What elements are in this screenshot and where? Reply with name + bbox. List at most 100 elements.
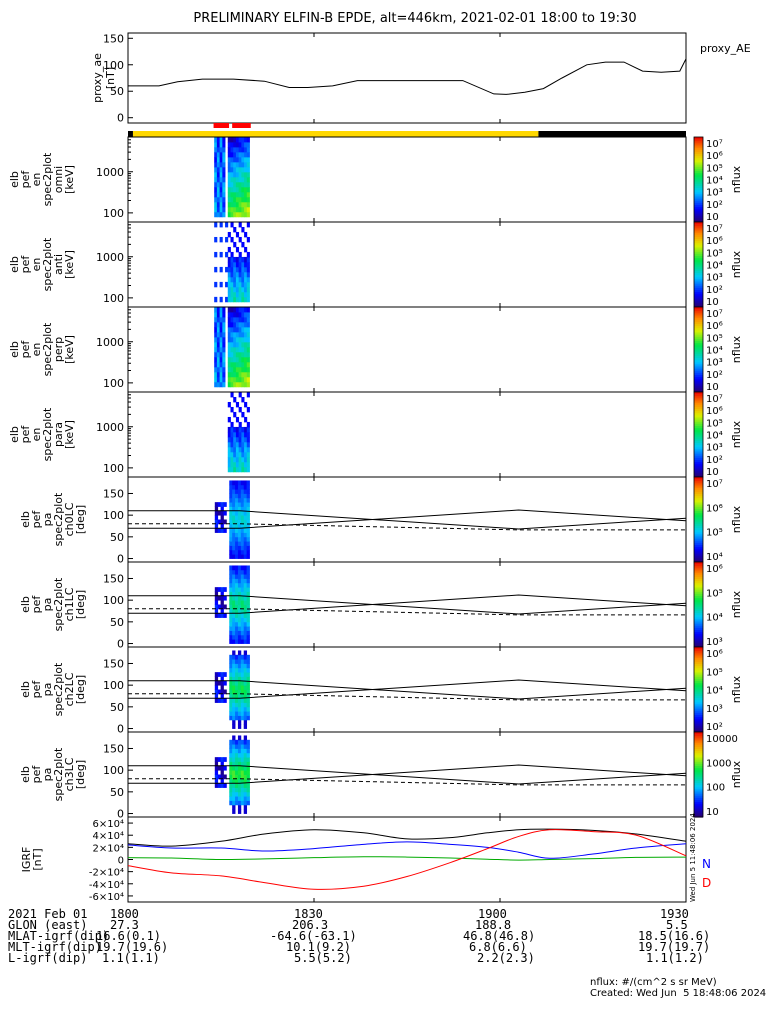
spectrogram-cell [233, 156, 237, 163]
pitch-angle-colorbar-cell [694, 593, 703, 597]
spectrogram-colorbar-cell [694, 466, 703, 470]
spectrogram-colorbar-tick: 10³ [706, 273, 723, 284]
spectrogram-cell [246, 196, 250, 203]
spectrogram-colorbar-cell [694, 406, 703, 410]
spectrogram-cell [233, 211, 237, 218]
spectrogram-colorbar-tick: 10⁵ [706, 418, 723, 429]
pitch-angle-frame [127, 646, 687, 733]
spectrogram-cell [244, 307, 248, 313]
spectrogram-colorbar-cell [694, 326, 703, 329]
spectrogram-cell [222, 211, 226, 218]
pitch-angle-ylabel: [deg] [74, 760, 87, 789]
pitch-angle-cell [243, 489, 248, 494]
spectrogram-colorbar-cell [694, 451, 703, 455]
spectrogram-cell [241, 241, 245, 248]
spectrogram-cell [246, 341, 250, 348]
proxy-ae-frame [127, 32, 687, 124]
spectrogram-ylabel: pef [19, 255, 32, 274]
pitch-angle-cell [237, 711, 242, 716]
pitch-angle-colorbar-cell [694, 755, 703, 759]
pitch-angle-cell [237, 600, 242, 605]
pitch-angle-colorbar-cell [694, 491, 703, 495]
pitch-angle-cell [232, 510, 236, 516]
spectrogram-colorbar-cell [694, 290, 703, 293]
spectrogram-cell [219, 206, 223, 213]
pitch-angle-cell [214, 523, 219, 529]
pitch-angle-cell [240, 711, 245, 716]
pitch-angle-cell [229, 604, 233, 610]
spectrogram-ylabel: spec2plot [41, 407, 54, 461]
spectrogram-cell [246, 392, 250, 398]
pitch-angle-colorbar-cell [694, 608, 703, 612]
pitch-angle-cell [237, 604, 242, 610]
pitch-angle-colorbar-cell [694, 496, 703, 499]
spectrogram-cell [238, 256, 242, 263]
spectrogram-cell [233, 321, 237, 328]
spectrogram-colorbar-cell [694, 379, 703, 382]
pitch-angle-cell [240, 497, 245, 503]
pitch-angle-cell [232, 796, 236, 801]
spectrogram-cell [227, 166, 231, 173]
pitch-angle-frame [127, 476, 687, 563]
pitch-angle-colorbar-tick: 10⁵ [706, 588, 723, 599]
pitch-angle-colorbar-cell [694, 693, 703, 697]
pitch-angle-colorbar-cell [694, 634, 703, 637]
pitch-angle-cell [235, 574, 239, 579]
pitch-angle-colorbar-cell [694, 483, 703, 487]
spectrogram-cell [216, 141, 221, 148]
pitch-angle-colorbar-cell [694, 702, 703, 705]
pitch-angle-cell [240, 519, 245, 525]
spectrogram-ytick: 100 [103, 207, 124, 220]
pitch-angle-colorbar-cell [694, 678, 703, 682]
pitch-angle-colorbar-cell [694, 647, 703, 650]
pitch-angle-ytick: 100 [103, 679, 124, 692]
pitch-angle-colorbar-cell [694, 528, 703, 531]
pitch-angle-colorbar-cell [694, 479, 703, 482]
pitch-angle-colorbar-cell [694, 625, 703, 629]
spectrogram-colorbar-cell [694, 228, 703, 232]
spectrogram-cell [244, 166, 248, 173]
spectrogram-colorbar-tick: 10⁵ [706, 333, 723, 344]
igrf-ytick: -6×10⁴ [89, 892, 124, 903]
pitch-angle-cell [243, 523, 248, 529]
pitch-angle-cell [214, 778, 219, 784]
pitch-angle-cell [240, 667, 245, 673]
spectrogram-cell [214, 146, 218, 153]
spectrogram-colorbar-cell [694, 141, 703, 144]
pitch-angle-colorbar-cell [694, 808, 703, 812]
spectrogram-cell [230, 316, 234, 323]
pitch-angle-colorbar-cell [694, 506, 703, 510]
pitch-angle-cell [246, 565, 250, 571]
pitch-angle-cell [229, 502, 233, 507]
spectrogram-colorbar-tick: 10² [706, 200, 723, 211]
pitch-angle-colorbar-cell [694, 555, 703, 559]
pitch-angle-cell [229, 672, 233, 677]
pitch-angle-ylabel: pa [41, 598, 54, 612]
pitch-angle-cell [243, 783, 248, 788]
spectrogram-cell [227, 381, 231, 388]
pitch-angle-cell [243, 761, 248, 767]
spectrogram-cell [230, 356, 234, 363]
pitch-angle-cell [243, 676, 248, 682]
pitch-angle-cell [243, 578, 248, 584]
pitch-angle-cell [237, 626, 242, 631]
spectrogram-ylabel: en [30, 343, 43, 357]
spectrogram-colorbar-tick: 10⁴ [706, 431, 723, 442]
pitch-angle-cell [220, 591, 224, 597]
pitch-angle-cell [246, 536, 250, 542]
spectrogram-colorbar-label: nflux [730, 335, 743, 363]
spectrogram-cell [230, 341, 234, 348]
pitch-angle-cell [246, 715, 250, 721]
pitch-angle-cell [232, 744, 236, 749]
pitch-angle-cell [232, 791, 236, 797]
pitch-angle-cell [229, 569, 233, 575]
zone-bar-segment [538, 131, 686, 137]
pitch-angle-colorbar-cell [694, 613, 703, 616]
spectrogram-cell [235, 361, 240, 368]
spectrogram-colorbar-cell [694, 253, 703, 257]
spectrogram-colorbar-tick: 10⁷ [706, 139, 723, 150]
pitch-angle-ytick: 50 [110, 701, 124, 714]
spectrogram-cell [238, 286, 242, 293]
pitch-angle-colorbar-cell [694, 691, 703, 695]
pitch-angle-colorbar-cell [694, 723, 703, 727]
